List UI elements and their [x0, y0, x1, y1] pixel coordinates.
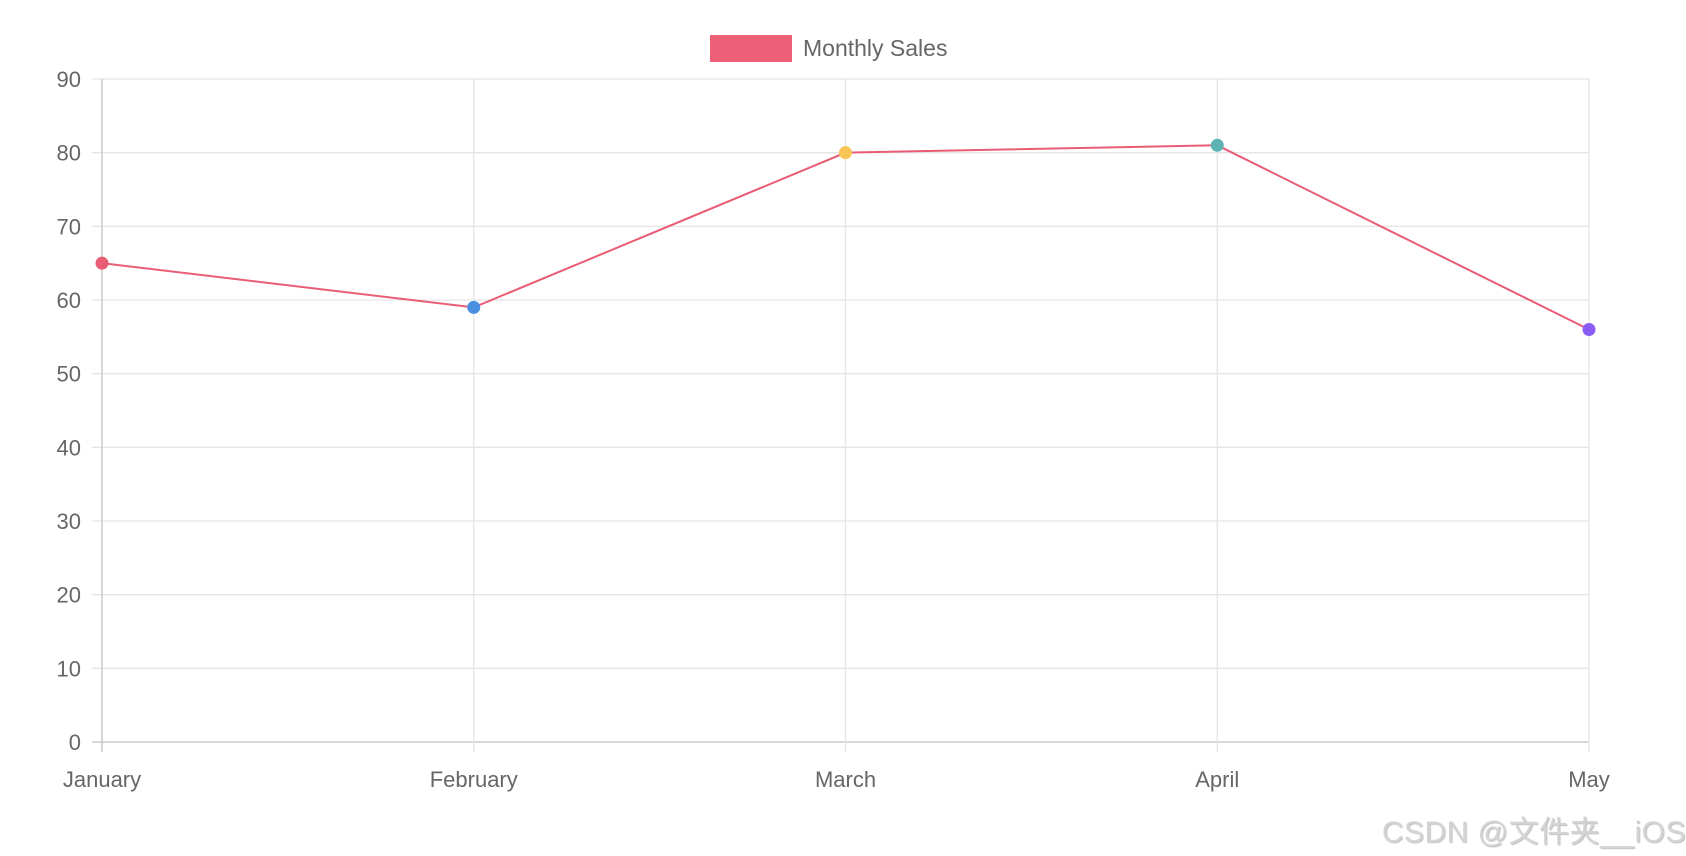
data-point[interactable] [1210, 138, 1224, 152]
data-series [95, 138, 1596, 336]
x-tick-label: May [1568, 767, 1610, 792]
watermark: CSDN @文件夹__iOS [1381, 816, 1686, 849]
y-tick-label: 80 [57, 141, 81, 166]
x-axis-ticks: January February March April May [63, 767, 1610, 792]
y-tick-label: 50 [57, 362, 81, 387]
y-tick-label: 40 [57, 435, 81, 460]
x-tick-label: April [1195, 767, 1239, 792]
x-tick-label: March [815, 767, 876, 792]
data-point[interactable] [467, 300, 481, 314]
grid-lines [92, 78, 1590, 752]
legend-color-swatch [710, 34, 792, 62]
y-tick-label: 20 [57, 583, 81, 608]
x-tick-label: January [63, 767, 141, 792]
legend[interactable]: Monthly Sales [710, 34, 947, 62]
y-tick-label: 30 [57, 509, 81, 534]
y-tick-label: 60 [57, 288, 81, 313]
y-tick-label: 90 [57, 67, 81, 92]
data-point[interactable] [95, 256, 109, 270]
legend-label: Monthly Sales [803, 34, 948, 61]
y-tick-label: 0 [69, 730, 81, 755]
y-tick-label: 10 [57, 656, 81, 681]
y-tick-label: 70 [57, 214, 81, 239]
y-axis-ticks: 0 10 20 30 40 50 60 70 80 90 [57, 67, 81, 755]
data-point[interactable] [1582, 322, 1596, 336]
data-point[interactable] [839, 146, 852, 160]
x-tick-label: February [430, 767, 518, 792]
